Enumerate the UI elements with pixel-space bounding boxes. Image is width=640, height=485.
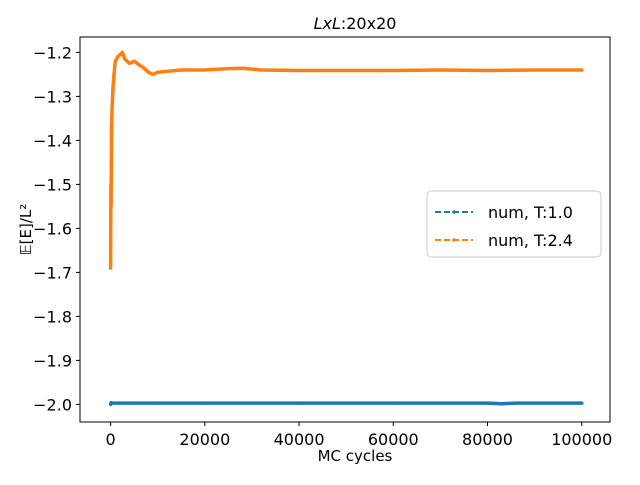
series-2-point: [120, 50, 124, 55]
series-2-point: [116, 55, 120, 59]
legend-marker-1: [452, 210, 456, 214]
series-2-point: [127, 61, 132, 65]
series-2-point: [109, 182, 113, 186]
x-tick-label: 60000: [368, 430, 419, 449]
series-1-point: [514, 401, 518, 405]
series-2-point: [580, 68, 584, 72]
chart-title-suffix: :20x20: [341, 14, 397, 33]
y-axis-label: 𝔼[E]/L²: [17, 204, 35, 256]
series-2-point: [109, 160, 113, 164]
series-2-point: [151, 72, 155, 76]
series-1-point: [391, 401, 395, 405]
series-2-point: [391, 68, 395, 73]
series-2-point: [240, 66, 245, 70]
series-1-point: [156, 401, 160, 405]
series-2-point: [203, 68, 207, 72]
chart-title-prefix: LxL: [314, 14, 341, 33]
x-axis-label: MC cycles: [318, 447, 393, 465]
series-2-point: [142, 66, 146, 70]
series-2-point: [109, 204, 113, 208]
series-2-point: [113, 59, 117, 63]
series-1-point: [203, 401, 207, 405]
series-2-point: [137, 63, 141, 67]
series-2-point: [259, 68, 263, 72]
x-tick-label: 40000: [274, 430, 325, 449]
y-tick-label: −1.6: [33, 219, 72, 238]
legend: num, T:1.0 num, T:2.4: [426, 190, 602, 258]
series-1-point: [297, 401, 301, 405]
series-2-point: [165, 69, 169, 73]
series-1-point: [580, 401, 584, 405]
series-2-point: [109, 125, 114, 129]
x-tick-label: 20000: [179, 430, 230, 449]
series-1-line: [108, 400, 584, 407]
x-tick-label: 0: [106, 430, 116, 449]
series-2-point: [156, 70, 160, 74]
series-1-point: [132, 401, 136, 405]
y-tick-label: −1.7: [33, 263, 72, 282]
series-1-point: [113, 401, 117, 405]
x-tick-label: 100000: [551, 430, 612, 449]
y-tick-label: −1.4: [33, 131, 72, 150]
series-2-point: [118, 53, 122, 57]
legend-label-2: num, T:2.4: [488, 231, 573, 250]
series-2-point: [226, 67, 230, 71]
series-2-point: [146, 70, 150, 74]
x-axis-ticks: 0 20000 40000 60000 80000 100000: [106, 422, 612, 449]
legend-box: [426, 190, 602, 258]
series-2-point: [132, 59, 136, 63]
series-2-point: [111, 86, 115, 90]
series-2-point: [109, 266, 113, 270]
series-2-point: [110, 108, 114, 112]
series-2-point: [533, 68, 537, 72]
y-tick-label: −1.2: [33, 43, 72, 62]
legend-label-1: num, T:1.0: [488, 203, 573, 222]
series-2-point: [438, 68, 442, 72]
plot-lines: [108, 50, 584, 407]
plot-frame: [79, 36, 611, 423]
legend-marker-2: [452, 238, 456, 242]
y-axis-ticks: −2.0 −1.9 −1.8 −1.7 −1.6 −1.5 −1.4 −1.3 −1.2: [33, 43, 80, 414]
y-tick-label: −1.3: [33, 87, 72, 106]
series-1-point: [485, 401, 490, 405]
chart-title: LxL:20x20: [314, 14, 397, 33]
x-tick-label: 80000: [462, 430, 513, 449]
series-1-point: [110, 401, 114, 405]
y-tick-label: −1.5: [33, 175, 72, 194]
series-2-point: [179, 68, 183, 72]
y-tick-label: −1.8: [33, 307, 72, 326]
series-2-point: [297, 68, 301, 73]
series-2-point: [112, 68, 116, 72]
series-1-point: [500, 402, 504, 406]
y-tick-label: −2.0: [33, 395, 72, 414]
series-2-point: [123, 57, 127, 61]
series-2-point: [344, 68, 348, 73]
series-2-point: [485, 68, 490, 73]
y-tick-label: −1.9: [33, 351, 72, 370]
